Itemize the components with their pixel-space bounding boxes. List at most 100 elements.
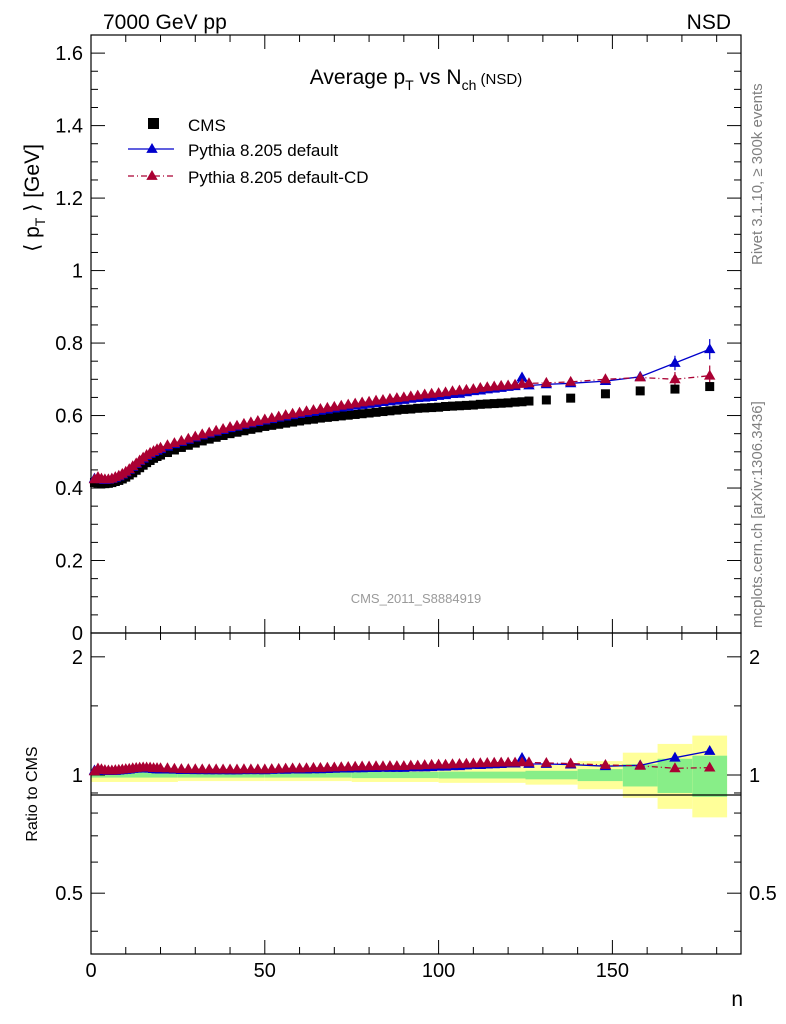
cd-ratio-point [523,756,535,767]
cms-point [454,401,464,411]
cms-point [322,412,332,422]
band-inner [351,771,439,779]
cms-point [197,436,207,446]
cms-point [329,412,339,422]
cms-point [156,450,166,460]
cms-point [260,421,270,431]
cms-point [541,395,551,405]
main-axis-ticks [90,34,741,634]
cms-point [447,401,457,411]
cd-ratio-point [564,757,577,768]
rivet-label: Rivet 3.1.10, ≥ 300k events [749,83,766,265]
ratio-y-tick-label: 0.5 [55,883,83,905]
cms-point [343,410,353,420]
ratio-data-marks [88,744,716,776]
ratio-frame [90,632,742,955]
default-point [516,371,528,382]
cms-point [635,386,645,396]
cms-point [524,396,534,406]
ratio-y-tick-label: 1 [749,765,760,787]
ratio-axis-ticks [90,633,741,954]
y-tick-label: 0.2 [55,551,83,573]
cms-point [336,411,346,421]
cms-point [371,407,381,417]
plot-title: Average pT vs Nch (NSD) [310,66,522,93]
y-tick-label: 0.4 [55,478,83,500]
ratio-y-title: Ratio to CMS [24,746,41,841]
cms-point [406,404,416,414]
ratio-panel: 0.5 0.5 1 1 2 2 0 50 100 150 Ratio to CMS n [24,632,777,1011]
cms-point [225,429,235,439]
band-inner [91,772,178,778]
legend-cd-marker [146,170,158,180]
cms-point [218,430,228,440]
cms-point [378,407,388,417]
cms-point [267,420,277,430]
band-inner [622,764,658,787]
x-tick-label: 0 [85,960,96,982]
cms-point [420,403,430,413]
legend-cms-marker [148,118,159,129]
cms-point [461,400,471,410]
legend: CMS Pythia 8.205 default Pythia 8.205 defa… [128,116,369,187]
ratio-tick-labels: 0.5 0.5 1 1 2 2 0 50 100 150 [55,647,777,982]
cd-ratio-point [634,759,646,770]
watermark: CMS_2011_S8884919 [351,591,482,606]
cms-point [295,416,305,426]
cms-point [162,448,172,458]
cms-point [246,424,256,434]
cms-point [239,426,249,436]
legend-cms-label: CMS [188,116,226,135]
band-inner [177,772,265,778]
legend-cd-label: Pythia 8.205 default-CD [188,168,369,187]
cd-point [564,375,577,386]
header-left: 7000 GeV pp [103,11,227,34]
cms-point [190,438,200,448]
y-tick-label: 1.6 [55,43,83,65]
cd-point [669,373,681,384]
cd-ratio-point [168,762,181,773]
cms-point [468,400,478,410]
cms-point [566,393,576,403]
y-tick-label: 0.6 [55,406,83,428]
default-point [704,343,716,354]
y-axis-title: ⟨ pT ⟩ [GeV] [21,144,48,252]
band-inner [438,771,526,779]
cd-point [599,373,612,384]
cd-ratio-point [704,761,716,772]
cd-point [634,371,646,382]
cms-point [510,397,520,407]
y-tick-label: 0 [72,623,83,645]
ratio-y-tick-label: 2 [72,647,83,669]
cd-ratio-point [669,762,681,773]
ratio-y-tick-label: 1 [72,765,83,787]
cms-point [434,402,444,412]
cms-point [399,404,409,414]
cms-point [253,423,263,433]
cms-point [427,403,437,413]
band-inner [577,769,623,782]
cd-ratio-point [599,758,612,769]
cd-series-line [94,375,710,480]
cd-point [540,376,553,387]
cms-point [670,384,680,394]
x-axis-title: n [731,988,743,1011]
cd-point [523,377,535,388]
cms-point [183,440,193,450]
side-labels: Rivet 3.1.10, ≥ 300k events mcplots.cern… [749,83,766,628]
cms-point [357,409,367,419]
cd-point [704,369,716,380]
y-tick-label: 1.2 [55,188,83,210]
default-series-line [94,348,710,481]
cms-point [600,389,610,399]
y-tick-label: 1.4 [55,116,83,138]
cms-point [308,414,318,424]
cms-point [211,432,221,442]
cms-point [281,418,291,428]
cms-point [413,403,423,413]
cms-point [288,417,298,427]
cms-point [364,408,374,418]
cms-point [517,397,527,407]
cms-point [169,445,179,455]
